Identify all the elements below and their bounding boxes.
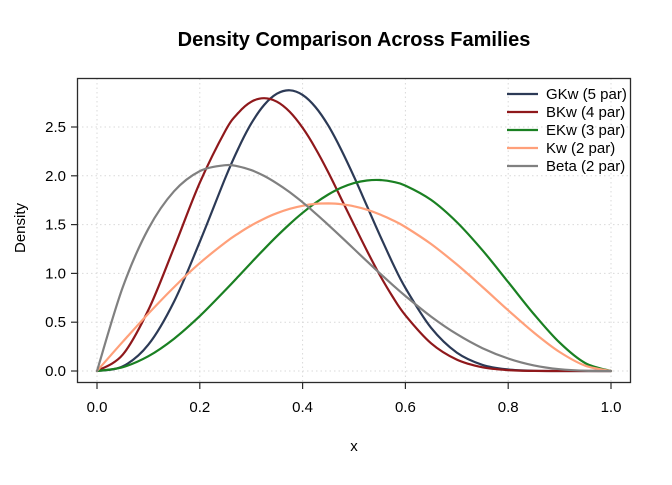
curve-bkw-4-par bbox=[95, 97, 613, 373]
x-axis-label: x bbox=[350, 438, 358, 455]
y-tick-label: 0.5 bbox=[45, 314, 66, 331]
curve-ekw-3-par bbox=[95, 178, 613, 373]
plot-frame bbox=[76, 77, 632, 384]
legend-label: BKw (4 par) bbox=[546, 104, 625, 121]
grid-lines bbox=[77, 78, 631, 383]
x-tick-label: 0.8 bbox=[498, 399, 519, 416]
legend: GKw (5 par)BKw (4 par)EKw (3 par)Kw (2 p… bbox=[507, 86, 627, 175]
curve-kw-2-par bbox=[95, 202, 613, 373]
y-tick-label: 2.5 bbox=[45, 119, 66, 136]
curve-gkw-5-par bbox=[95, 89, 613, 373]
axis-tick-labels: 0.0 0.2 0.4 0.6 0.8 1.0 0.0 0.5 1.0 1.5 2.0 2.5 bbox=[45, 119, 621, 416]
y-tick-label: 0.0 bbox=[45, 363, 66, 380]
x-tick-label: 0.4 bbox=[292, 399, 313, 416]
curve-beta-2-par bbox=[95, 163, 613, 373]
legend-label: Beta (2 par) bbox=[546, 158, 625, 175]
y-axis-label: Density bbox=[12, 202, 29, 253]
y-tick-label: 1.0 bbox=[45, 265, 66, 282]
plot-title: Density Comparison Across Families bbox=[178, 29, 531, 51]
axis-ticks bbox=[71, 126, 612, 389]
density-curves bbox=[95, 89, 613, 373]
x-tick-label: 1.0 bbox=[601, 399, 622, 416]
legend-label: Kw (2 par) bbox=[546, 140, 615, 157]
x-tick-label: 0.2 bbox=[189, 399, 210, 416]
x-tick-label: 0.0 bbox=[87, 399, 108, 416]
legend-label: EKw (3 par) bbox=[546, 122, 625, 139]
y-tick-label: 1.5 bbox=[45, 217, 66, 234]
y-tick-label: 2.0 bbox=[45, 168, 66, 185]
legend-label: GKw (5 par) bbox=[546, 86, 627, 103]
x-tick-label: 0.6 bbox=[395, 399, 416, 416]
